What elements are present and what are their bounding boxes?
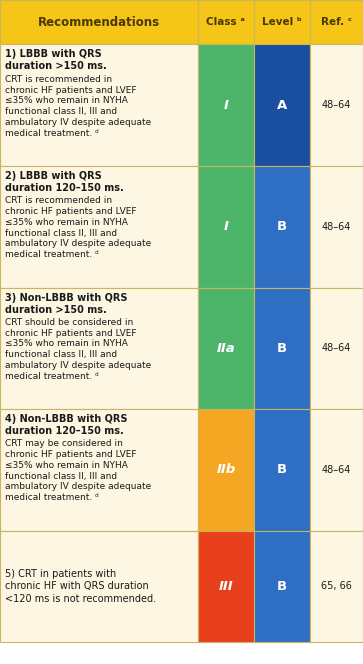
Text: 3) Non-LBBB with QRS
duration >150 ms.: 3) Non-LBBB with QRS duration >150 ms.	[5, 293, 127, 315]
Text: 4) Non-LBBB with QRS
duration 120–150 ms.: 4) Non-LBBB with QRS duration 120–150 ms…	[5, 414, 127, 436]
Bar	[254, 166, 310, 288]
Bar	[198, 166, 254, 288]
Bar	[198, 531, 254, 642]
Text: Level ᵇ: Level ᵇ	[262, 17, 302, 27]
Text: 1) LBBB with QRS
duration >150 ms.: 1) LBBB with QRS duration >150 ms.	[5, 50, 107, 72]
Text: Ref. ᶜ: Ref. ᶜ	[321, 17, 352, 27]
Text: I: I	[224, 220, 228, 233]
Text: 48–64: 48–64	[322, 465, 351, 475]
Text: CRT is recommended in
chronic HF patients and LVEF
≤35% who remain in NYHA
funct: CRT is recommended in chronic HF patient…	[5, 197, 151, 259]
Bar	[310, 166, 363, 288]
Bar	[310, 288, 363, 409]
Bar	[254, 531, 310, 642]
Text: III: III	[219, 580, 233, 593]
Bar	[198, 288, 254, 409]
Text: B: B	[277, 463, 287, 476]
Text: CRT is recommended in
chronic HF patients and LVEF
≤35% who remain in NYHA
funct: CRT is recommended in chronic HF patient…	[5, 75, 151, 137]
Text: I: I	[224, 99, 228, 112]
Text: CRT should be considered in
chronic HF patients and LVEF
≤35% who remain in NYHA: CRT should be considered in chronic HF p…	[5, 318, 151, 380]
Text: IIa: IIa	[217, 342, 235, 355]
Bar	[254, 288, 310, 409]
Text: Class ᵃ: Class ᵃ	[207, 17, 245, 27]
Text: CRT may be considered in
chronic HF patients and LVEF
≤35% who remain in NYHA
fu: CRT may be considered in chronic HF pati…	[5, 440, 151, 502]
Bar	[0, 44, 198, 166]
Bar	[310, 0, 363, 44]
Bar	[310, 531, 363, 642]
Bar	[254, 409, 310, 531]
Bar	[254, 0, 310, 44]
Bar	[198, 0, 254, 44]
Bar	[254, 44, 310, 166]
Bar	[0, 409, 198, 531]
Text: 2) LBBB with QRS
duration 120–150 ms.: 2) LBBB with QRS duration 120–150 ms.	[5, 171, 124, 193]
Bar	[310, 44, 363, 166]
Bar	[0, 288, 198, 409]
Text: 48–64: 48–64	[322, 100, 351, 110]
Text: 48–64: 48–64	[322, 343, 351, 353]
Bar	[0, 531, 198, 642]
Text: IIb: IIb	[216, 463, 236, 476]
Text: B: B	[277, 220, 287, 233]
Text: A: A	[277, 99, 287, 112]
Bar	[0, 166, 198, 288]
Text: 65, 66: 65, 66	[321, 581, 352, 592]
Text: 48–64: 48–64	[322, 222, 351, 232]
Bar	[0, 0, 198, 44]
Bar	[198, 409, 254, 531]
Bar	[198, 44, 254, 166]
Text: B: B	[277, 342, 287, 355]
Bar	[310, 409, 363, 531]
Text: Recommendations: Recommendations	[38, 16, 160, 29]
Text: 5) CRT in patients with
chronic HF with QRS duration
<120 ms is not recommended.: 5) CRT in patients with chronic HF with …	[5, 569, 156, 604]
Text: B: B	[277, 580, 287, 593]
